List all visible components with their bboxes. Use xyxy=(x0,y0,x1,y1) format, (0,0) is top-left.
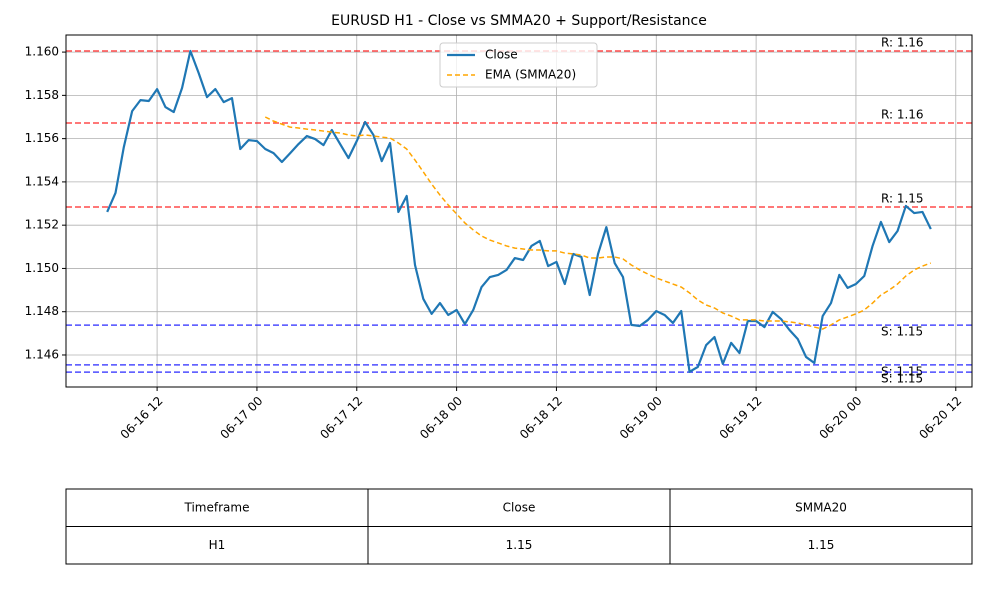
y-tick-label: 1.160 xyxy=(25,45,59,59)
level-label: S: 1.15 xyxy=(881,372,923,386)
y-tick-label: 1.158 xyxy=(25,88,59,102)
y-tick-label: 1.150 xyxy=(25,261,59,275)
plot-frame xyxy=(65,34,973,388)
level-label: S: 1.15 xyxy=(881,364,923,378)
series-line xyxy=(264,116,932,330)
y-tick-label: 1.152 xyxy=(25,218,59,232)
level-label: R: 1.16 xyxy=(881,36,924,50)
series-line xyxy=(106,49,932,373)
y-tick-label: 1.146 xyxy=(25,347,59,361)
table-text: 1.15 xyxy=(506,538,533,552)
table-text: H1 xyxy=(209,538,226,552)
table-header: SMMA20 xyxy=(795,500,847,514)
y-tick-label: 1.156 xyxy=(25,131,59,145)
chart-title: EURUSD H1 - Close vs SMMA20 + Support/Re… xyxy=(331,13,707,29)
legend-label: EMA (SMMA20) xyxy=(485,68,576,82)
level-label: R: 1.16 xyxy=(881,108,924,122)
table-text: 1.15 xyxy=(808,538,835,552)
level-label: S: 1.15 xyxy=(881,325,923,339)
table-header: Timeframe xyxy=(184,500,250,514)
table-cell xyxy=(65,488,369,527)
table-cell xyxy=(367,488,671,527)
table-cell xyxy=(669,526,973,565)
table-header: Close xyxy=(503,500,536,514)
level-label: R: 1.15 xyxy=(881,191,924,205)
legend-box xyxy=(439,42,598,88)
y-tick-label: 1.148 xyxy=(25,304,59,318)
y-tick-label: 1.154 xyxy=(25,174,59,188)
legend-label: Close xyxy=(485,48,518,62)
table-cell xyxy=(65,526,369,565)
